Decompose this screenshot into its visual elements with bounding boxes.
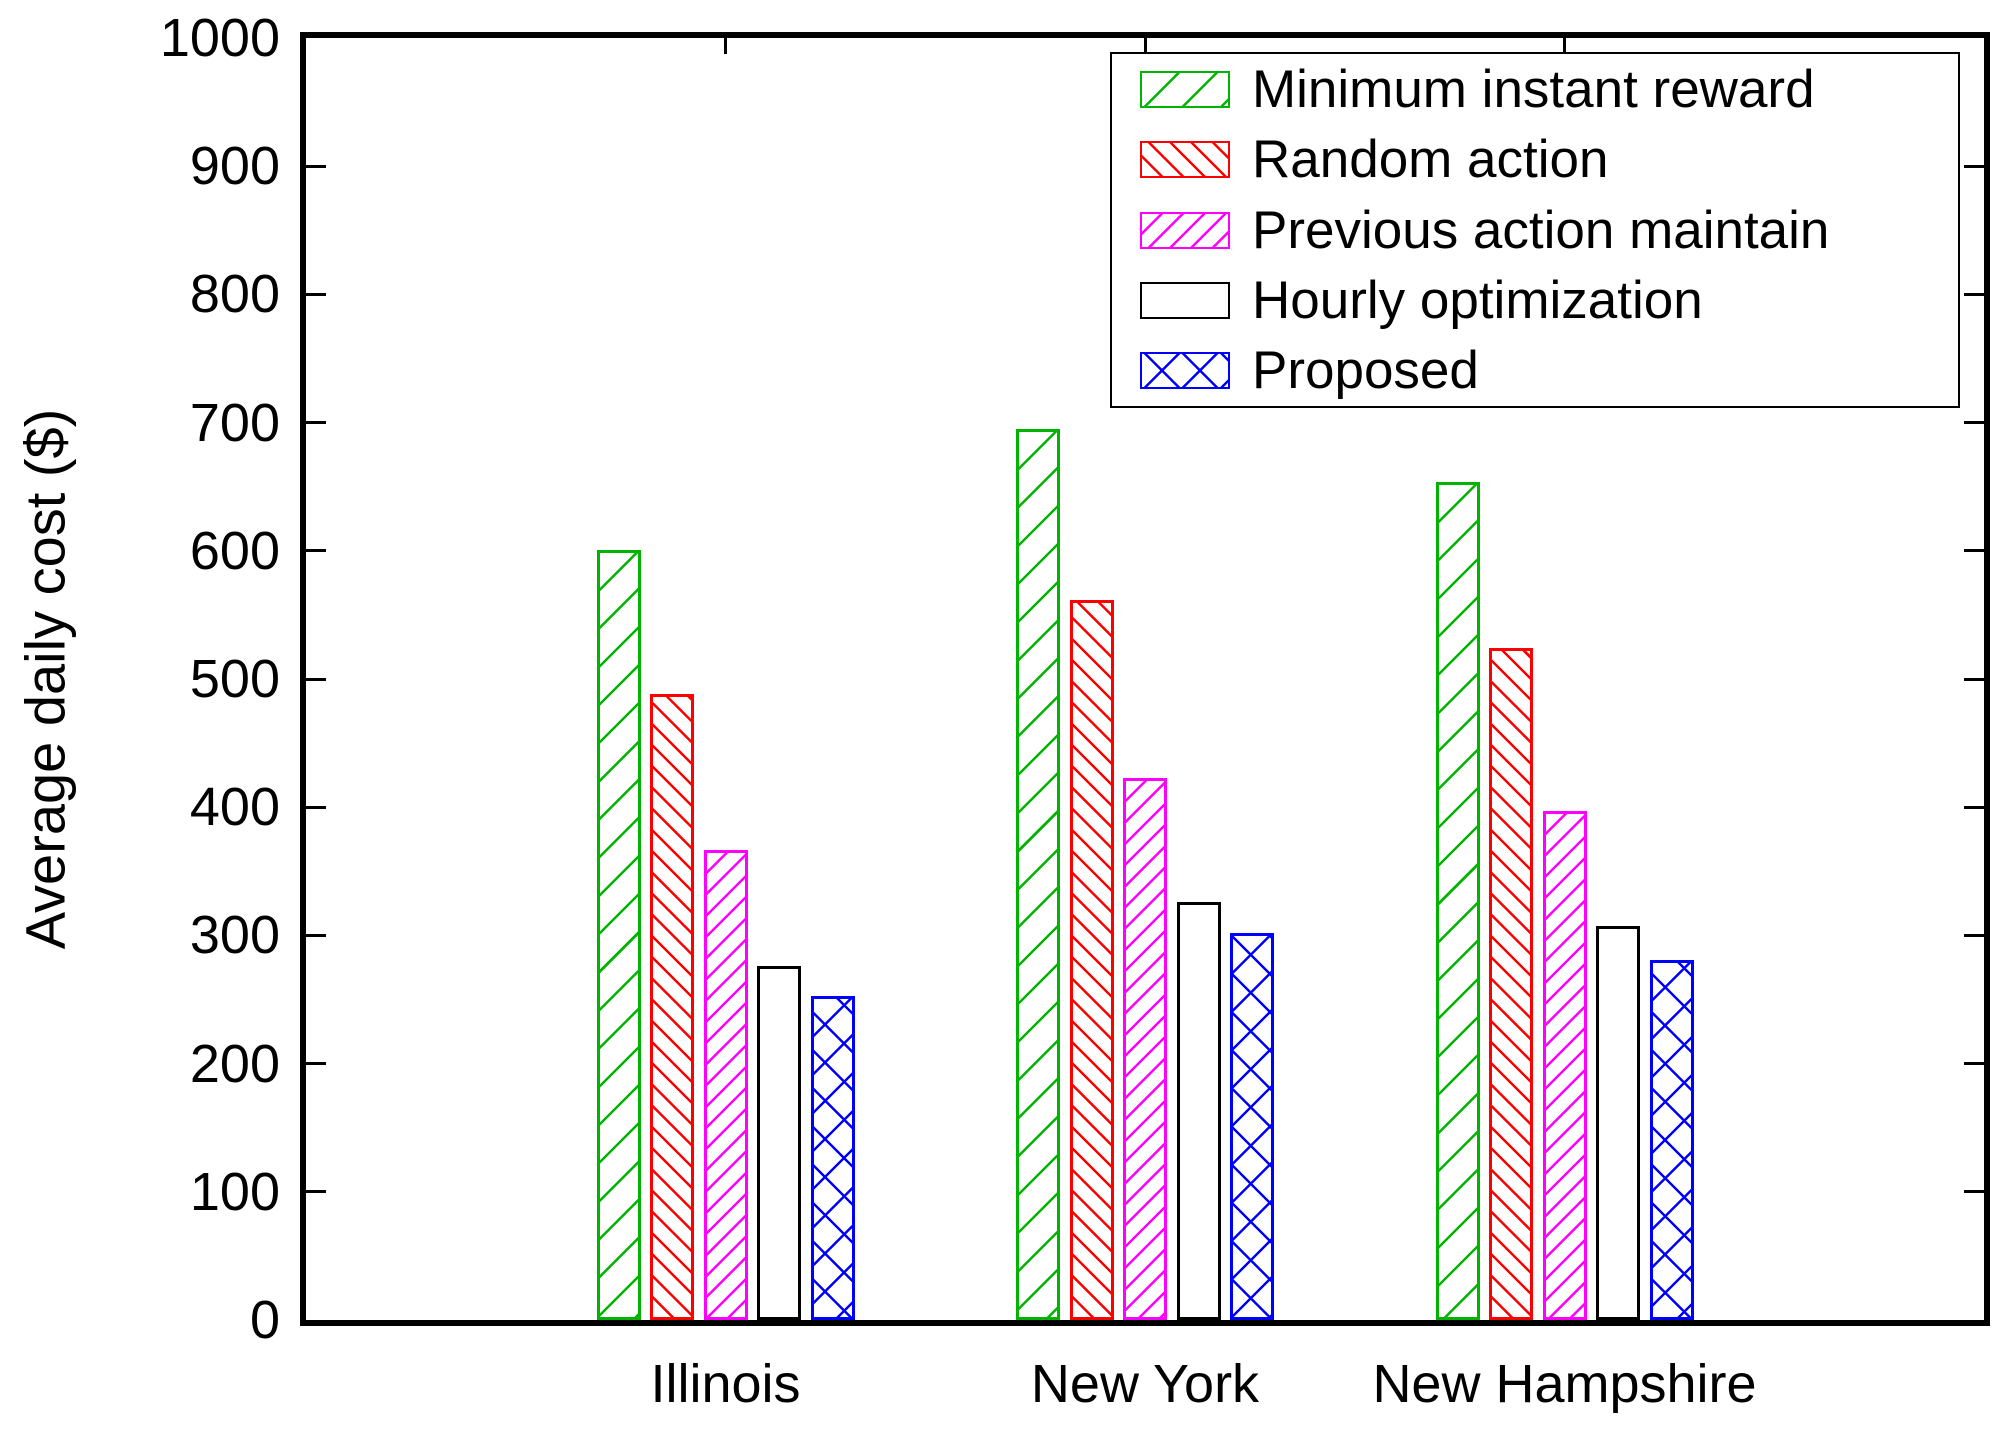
y-tick-label-700: 700: [189, 392, 280, 453]
y-tick-label-400: 400: [189, 777, 280, 838]
bar-illinois-minimum-instant-reward: [596, 549, 641, 1320]
legend-row-previous-action-maintain: Previous action maintain: [1112, 195, 1958, 265]
ytick-right-500: [1964, 677, 1984, 681]
legend-row-minimum-instant-reward: Minimum instant reward: [1112, 54, 1958, 124]
xtick-top-new-hampshire: [1563, 38, 1566, 54]
ytick-left-400: [306, 805, 326, 809]
legend-swatch-previous-action-maintain: [1140, 211, 1230, 249]
y-tick-label-1000: 1000: [159, 8, 280, 68]
ytick-left-600: [306, 549, 326, 553]
bar-new-hampshire-hourly-optimization: [1596, 926, 1640, 1320]
legend-row-proposed: Proposed: [1112, 336, 1958, 406]
y-tick-label-100: 100: [189, 1161, 280, 1222]
y-tick-label-800: 800: [189, 264, 280, 325]
legend: Minimum instant reward Random action Previ…: [1110, 52, 1960, 408]
legend-swatch-hourly-optimization: [1140, 281, 1230, 319]
bar-new-york-hourly-optimization: [1176, 902, 1221, 1320]
y-tick-label-300: 300: [189, 905, 280, 966]
bar-new-hampshire-previous-action-maintain: [1542, 811, 1587, 1320]
ytick-left-800: [306, 292, 326, 296]
bar-new-york-previous-action-maintain: [1123, 777, 1167, 1320]
legend-label-random-action: Random action: [1252, 130, 1609, 190]
x-tick-label-new-york: New York: [1030, 1354, 1260, 1414]
y-tick-label-200: 200: [189, 1033, 280, 1094]
legend-swatch-proposed: [1140, 352, 1230, 390]
xtick-top-new-york: [1143, 38, 1147, 54]
bar-illinois-proposed: [810, 995, 855, 1320]
y-tick-label-500: 500: [189, 649, 280, 709]
legend-label-previous-action-maintain: Previous action maintain: [1252, 200, 1830, 260]
xtick-top-illinois: [724, 38, 727, 54]
legend-swatch-minimum-instant-reward: [1140, 70, 1230, 108]
ytick-right-700: [1964, 421, 1984, 425]
ytick-left-500: [306, 677, 326, 681]
ytick-right-600: [1964, 549, 1984, 553]
bar-new-york-proposed: [1230, 932, 1274, 1320]
ytick-left-300: [306, 933, 326, 937]
legend-row-hourly-optimization: Hourly optimization: [1112, 265, 1958, 335]
x-tick-label-illinois: Illinois: [650, 1354, 801, 1414]
ytick-left-100: [306, 1190, 326, 1194]
bar-new-hampshire-random-action: [1489, 648, 1533, 1320]
ytick-left-700: [306, 421, 326, 425]
bar-new-york-minimum-instant-reward: [1016, 429, 1060, 1320]
ytick-right-900: [1964, 164, 1984, 168]
x-tick-label-new-hampshire: New Hampshire: [1372, 1354, 1757, 1414]
ytick-left-200: [306, 1062, 326, 1066]
ytick-right-200: [1964, 1062, 1984, 1066]
bar-illinois-previous-action-maintain: [703, 849, 748, 1320]
y-tick-label-0: 0: [249, 1290, 280, 1350]
bar-illinois-hourly-optimization: [757, 966, 801, 1320]
ytick-right-400: [1964, 805, 1984, 809]
bar-illinois-random-action: [650, 694, 694, 1320]
ytick-right-100: [1964, 1190, 1984, 1194]
ytick-left-900: [306, 164, 326, 168]
legend-row-random-action: Random action: [1112, 124, 1958, 194]
legend-label-proposed: Proposed: [1252, 341, 1479, 401]
bar-new-hampshire-proposed: [1649, 959, 1694, 1320]
y-tick-label-600: 600: [189, 520, 280, 581]
legend-swatch-random-action: [1140, 141, 1230, 179]
legend-label-minimum-instant-reward: Minimum instant reward: [1252, 59, 1815, 119]
ytick-right-800: [1964, 292, 1984, 296]
y-tick-label-900: 900: [189, 136, 280, 197]
legend-label-hourly-optimization: Hourly optimization: [1252, 270, 1703, 330]
bar-new-york-random-action: [1069, 599, 1114, 1320]
ytick-right-300: [1964, 933, 1984, 937]
bar-new-hampshire-minimum-instant-reward: [1435, 481, 1480, 1320]
